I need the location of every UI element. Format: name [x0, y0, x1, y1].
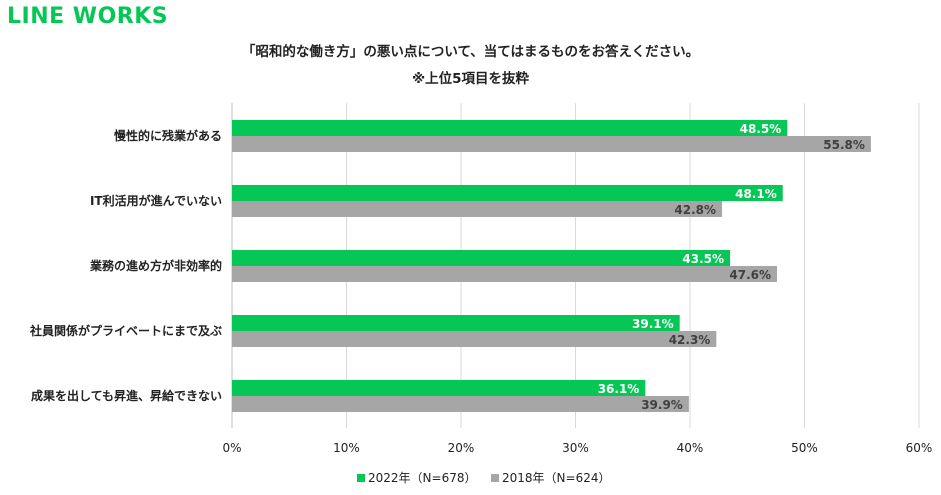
- x-tick-label: 10%: [333, 441, 360, 455]
- chart-title: 「昭和的な働き方」の悪い点について、当てはまるものをお答えください。: [241, 44, 700, 60]
- legend-swatch: [357, 474, 365, 482]
- data-label: 55.8%: [823, 138, 865, 152]
- data-label: 39.9%: [641, 398, 683, 412]
- bar-2022: [232, 315, 680, 331]
- x-tick-label: 0%: [222, 441, 241, 455]
- category-label: 社員関係がプライベートにまで及ぶ: [29, 323, 222, 338]
- brand-logo: LINE WORKS: [7, 4, 169, 29]
- legend-label: 2018年（N=624）: [502, 471, 610, 485]
- category-label: 業務の進め方が非効率的: [89, 258, 222, 273]
- category-label: 慢性的に残業がある: [114, 128, 222, 143]
- bar-2018: [232, 266, 778, 282]
- x-tick-label: 30%: [562, 441, 589, 455]
- bar-2018: [232, 201, 723, 217]
- x-tick-label: 20%: [448, 441, 475, 455]
- bar-2022: [232, 185, 783, 201]
- bar-2022: [232, 250, 731, 266]
- data-label: 36.1%: [598, 382, 640, 396]
- bar-2018: [232, 396, 689, 412]
- data-label: 39.1%: [632, 317, 674, 331]
- data-label: 42.3%: [669, 333, 711, 347]
- data-label: 47.6%: [729, 268, 771, 282]
- x-tick-label: 50%: [791, 441, 818, 455]
- bar-2018: [232, 331, 717, 347]
- chart-subtitle: ※上位5項目を抜粋: [411, 71, 530, 87]
- data-label: 42.8%: [674, 203, 716, 217]
- bar-2022: [232, 120, 788, 136]
- x-tick-label: 60%: [906, 441, 933, 455]
- bar-2018: [232, 136, 871, 152]
- category-label: IT利活用が進んでいない: [90, 193, 222, 208]
- legend-swatch: [491, 474, 499, 482]
- legend-label: 2022年（N=678）: [368, 471, 476, 485]
- data-label: 48.5%: [740, 122, 782, 136]
- bar-2022: [232, 380, 646, 396]
- category-label: 成果を出しても昇進、昇給できない: [31, 388, 222, 403]
- data-label: 43.5%: [682, 252, 724, 266]
- data-label: 48.1%: [735, 187, 777, 201]
- x-tick-label: 40%: [677, 441, 704, 455]
